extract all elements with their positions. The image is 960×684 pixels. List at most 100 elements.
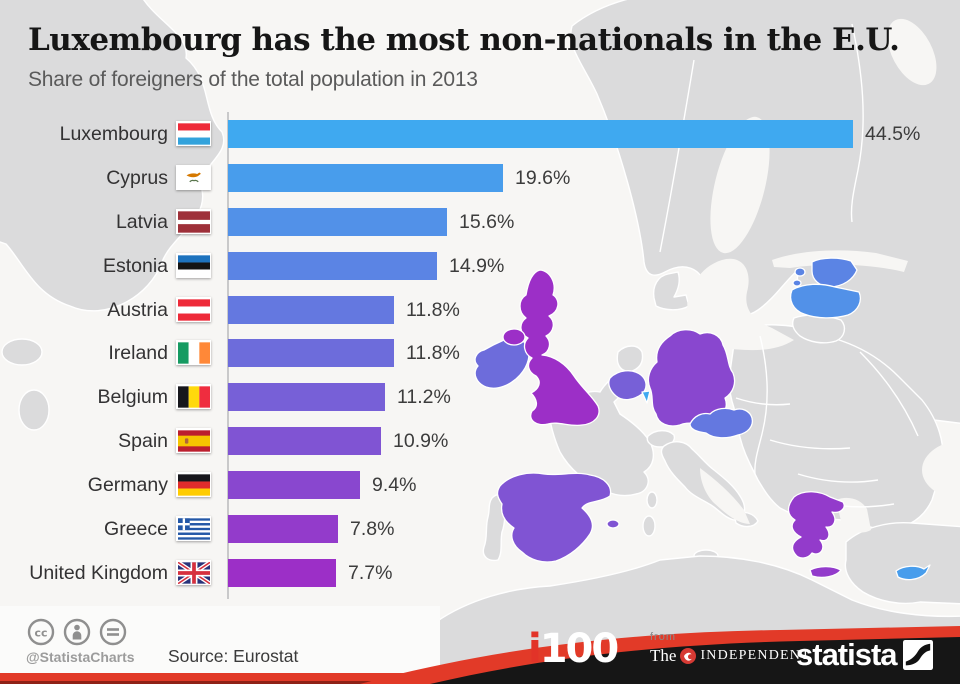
chart-row-austria: Austria 11.8% xyxy=(0,288,960,332)
black-sea xyxy=(922,440,960,500)
statista-logo-icon xyxy=(903,640,933,670)
bar xyxy=(228,339,394,367)
attribution-icon xyxy=(63,618,91,646)
country-label: Austria xyxy=(107,299,168,321)
svg-text:cc: cc xyxy=(34,627,47,640)
source-label: Source: Eurostat xyxy=(168,646,299,666)
country-label: United Kingdom xyxy=(29,562,168,584)
value-label: 15.6% xyxy=(459,211,515,233)
chart-row-estonia: Estonia 14.9% xyxy=(0,244,960,288)
value-label: 11.8% xyxy=(406,342,460,364)
value-label: 10.9% xyxy=(393,430,449,452)
map-belgium xyxy=(608,370,647,401)
flag-cyprus-icon xyxy=(176,165,211,190)
header: Luxembourg has the most non-nationals in… xyxy=(28,22,900,92)
creative-commons-icons[interactable]: cc xyxy=(26,617,136,647)
netherlands xyxy=(616,345,644,373)
adriatic-sea xyxy=(700,468,750,524)
cc-icon xyxy=(27,618,55,646)
map-greece xyxy=(787,491,845,559)
map-balearic-islands xyxy=(606,519,620,529)
bar xyxy=(228,427,382,455)
statista-logo-text[interactable]: statista xyxy=(796,637,898,672)
bar xyxy=(228,252,438,280)
flag-ireland-icon xyxy=(176,340,211,365)
flag-greece-icon xyxy=(176,516,211,541)
independent-logo[interactable]: from The INDEPENDENT xyxy=(650,631,811,666)
map-northern-ireland xyxy=(502,328,526,346)
no-derivatives-icon xyxy=(99,618,127,646)
bar xyxy=(228,120,854,148)
chart-row-cyprus: Cyprus 19.6% xyxy=(0,156,960,200)
bar xyxy=(228,383,386,411)
corsica xyxy=(646,491,658,509)
country-label: Ireland xyxy=(108,342,168,364)
map-spain xyxy=(496,472,612,563)
map-estonia-island-1 xyxy=(794,267,806,277)
i100-logo[interactable]: i100 xyxy=(528,626,619,672)
country-label: Greece xyxy=(104,518,168,540)
flag-united-kingdom-icon xyxy=(176,560,211,585)
country-label: Germany xyxy=(87,474,168,496)
turkey xyxy=(844,521,960,605)
map-luxembourg xyxy=(641,390,651,404)
value-label: 19.6% xyxy=(515,167,571,189)
independent-the: The xyxy=(650,646,677,665)
independent-name: INDEPENDENT xyxy=(700,648,811,663)
flag-germany-icon xyxy=(176,472,211,497)
i100-logo-num: 100 xyxy=(539,626,619,672)
i100-logo-i: i xyxy=(528,626,542,672)
bar xyxy=(228,471,361,499)
value-label: 14.9% xyxy=(449,255,505,277)
value-label: 11.2% xyxy=(397,386,451,408)
country-label: Spain xyxy=(118,430,168,452)
footer-background xyxy=(0,606,440,674)
map-estonia xyxy=(811,257,858,288)
bar xyxy=(228,296,394,324)
country-label: Estonia xyxy=(102,255,168,277)
chart-row-ireland: Ireland 11.8% xyxy=(0,331,960,375)
map-estonia-island-2 xyxy=(792,279,802,287)
bar xyxy=(228,208,448,236)
flag-austria-icon xyxy=(176,297,211,322)
map-latvia xyxy=(789,283,862,319)
bar-chart: Luxembourg 44.5% Cyprus 19.6% Latvia 15.… xyxy=(0,112,960,602)
bar xyxy=(228,164,504,192)
island-west-2 xyxy=(18,389,50,431)
chart-row-germany: Germany 9.4% xyxy=(0,463,960,507)
chart-row-united-kingdom: United Kingdom 7.7% xyxy=(0,551,960,595)
value-label: 44.5% xyxy=(865,123,921,145)
white-sea xyxy=(887,18,937,86)
statista-charts-handle[interactable]: @StatistaCharts xyxy=(26,649,135,665)
value-label: 11.8% xyxy=(406,299,460,321)
from-label: from xyxy=(650,631,676,643)
island-west-1 xyxy=(1,338,43,366)
country-label: Cyprus xyxy=(106,167,168,189)
flag-spain-icon xyxy=(176,428,211,453)
flag-estonia-icon xyxy=(176,253,211,278)
sardinia xyxy=(642,515,656,537)
map-austria xyxy=(689,407,754,439)
chart-row-spain: Spain 10.9% xyxy=(0,419,960,463)
value-label: 7.7% xyxy=(348,562,393,584)
baltic-sea xyxy=(686,258,794,351)
page-subtitle: Share of foreigners of the total populat… xyxy=(28,68,478,91)
country-label: Latvia xyxy=(115,211,168,233)
map-cyprus xyxy=(895,564,931,581)
country-label: Belgium xyxy=(97,386,168,408)
country-label: Luxembourg xyxy=(59,123,168,145)
value-label: 9.4% xyxy=(372,474,417,496)
flag-belgium-icon xyxy=(176,384,211,409)
denmark xyxy=(652,271,690,311)
chart-row-belgium: Belgium 11.2% xyxy=(0,375,960,419)
gulf-of-bothnia xyxy=(710,116,770,254)
page-title: Luxembourg has the most non-nationals in… xyxy=(28,22,900,58)
chart-row-greece: Greece 7.8% xyxy=(0,507,960,551)
value-label: 7.8% xyxy=(350,518,395,540)
map-crete xyxy=(809,565,842,578)
flag-luxembourg-icon xyxy=(176,121,211,146)
chart-row-latvia: Latvia 15.6% xyxy=(0,200,960,244)
bar xyxy=(228,559,337,587)
flag-latvia-icon xyxy=(176,209,211,234)
